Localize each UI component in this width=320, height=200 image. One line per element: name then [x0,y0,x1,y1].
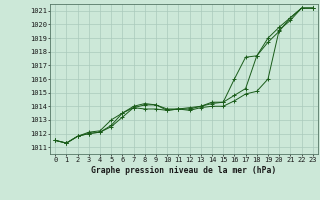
X-axis label: Graphe pression niveau de la mer (hPa): Graphe pression niveau de la mer (hPa) [92,166,276,175]
